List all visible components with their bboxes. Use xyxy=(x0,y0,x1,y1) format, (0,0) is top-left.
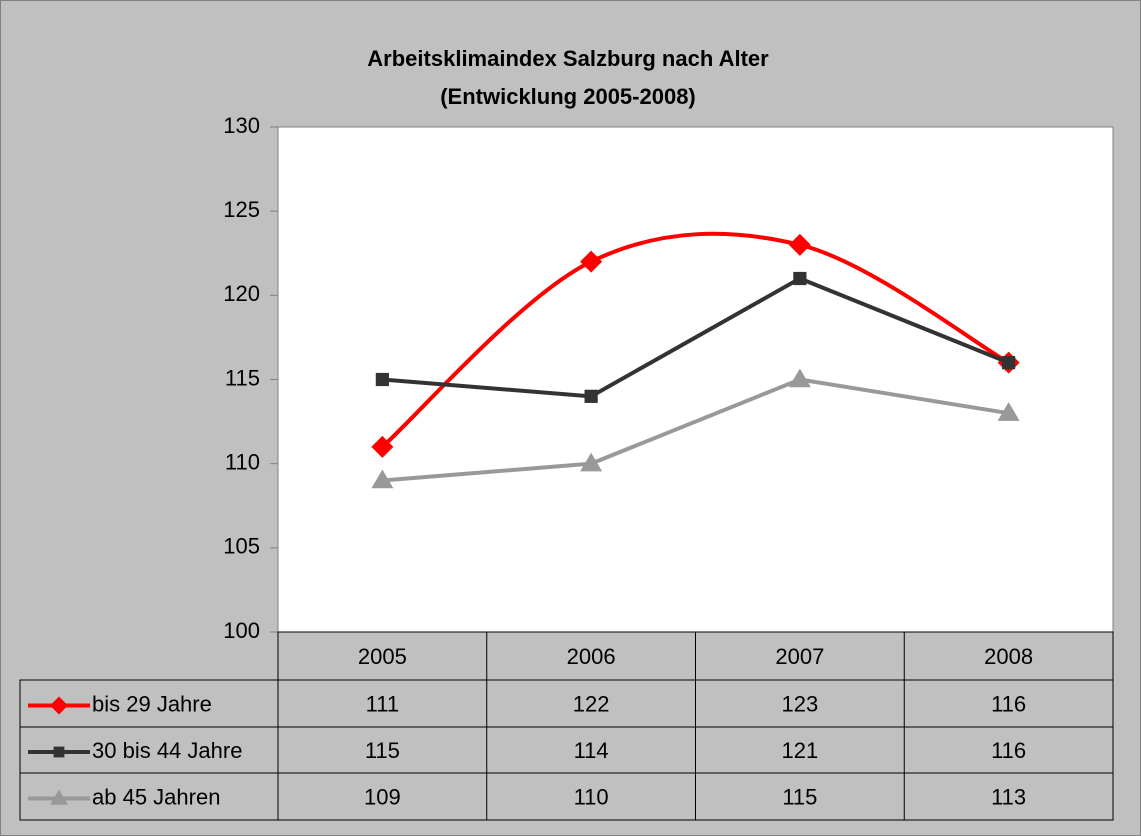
table-body xyxy=(19,679,1114,821)
table-value: 122 xyxy=(573,691,610,716)
x-tick-label: 2007 xyxy=(775,644,824,669)
marker xyxy=(371,469,394,489)
legend-marker xyxy=(50,789,68,805)
table-value: 109 xyxy=(364,784,401,809)
y-tick-label: 120 xyxy=(223,281,260,306)
y-tick-label: 105 xyxy=(223,534,260,559)
chart-title: Arbeitsklimaindex Salzburg nach Alter xyxy=(367,46,769,71)
marker xyxy=(580,250,603,273)
marker xyxy=(375,372,389,387)
table-value: 111 xyxy=(366,691,399,716)
legend-marker xyxy=(50,696,68,715)
marker xyxy=(788,368,811,388)
table-value: 114 xyxy=(574,738,609,763)
table-value: 113 xyxy=(991,784,1026,809)
marker xyxy=(584,389,598,403)
table-value: 121 xyxy=(782,738,819,763)
y-tick-label: 125 xyxy=(223,197,260,222)
x-tick-label: 2006 xyxy=(567,644,616,669)
table-value: 116 xyxy=(991,738,1026,763)
plot-area xyxy=(277,126,1114,633)
series-line xyxy=(381,231,1010,449)
x-tick-label: 2005 xyxy=(358,644,407,669)
marker xyxy=(788,233,811,256)
legend-label: ab 45 Jahren xyxy=(92,784,220,809)
marker xyxy=(1002,356,1016,370)
marker xyxy=(580,452,603,472)
table-value: 115 xyxy=(782,784,817,809)
x-tick-label: 2008 xyxy=(984,644,1033,669)
table-value: 110 xyxy=(574,784,609,809)
chart-subtitle: (Entwicklung 2005-2008) xyxy=(440,84,696,109)
legend-label: bis 29 Jahre xyxy=(92,691,212,716)
legend-label: 30 bis 44 Jahre xyxy=(92,738,242,763)
y-tick-label: 110 xyxy=(225,449,260,474)
marker xyxy=(997,402,1020,421)
series-line xyxy=(382,276,1010,399)
series-line xyxy=(382,377,1009,483)
table-value: 115 xyxy=(365,738,400,763)
table-value: 123 xyxy=(782,691,819,716)
y-tick-label: 115 xyxy=(225,365,260,390)
table-value: 116 xyxy=(991,691,1026,716)
marker xyxy=(793,271,807,286)
y-tick-label: 100 xyxy=(223,618,260,643)
marker xyxy=(371,435,394,458)
y-tick-label: 130 xyxy=(223,113,260,138)
legend-marker xyxy=(53,746,65,758)
